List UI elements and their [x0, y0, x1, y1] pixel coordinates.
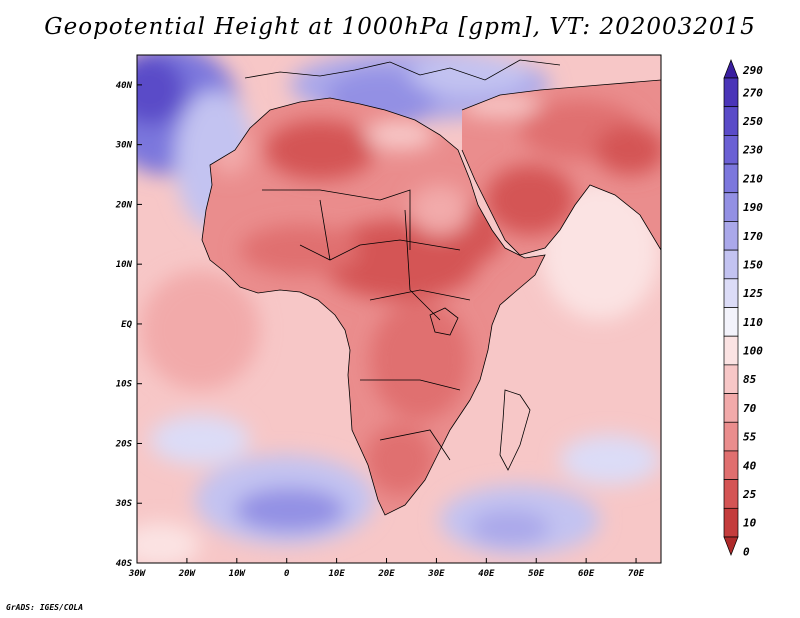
- colorbar-swatch: [723, 249, 739, 280]
- colorbar-swatch: [723, 221, 739, 251]
- colorbar-swatch: [723, 393, 739, 423]
- colorbar-swatch: [723, 335, 739, 366]
- colorbar-swatch: [723, 106, 739, 136]
- colorbar-label: 10: [743, 517, 757, 530]
- lon-tick-label: 30E: [427, 569, 445, 579]
- lon-tick-label: 60E: [578, 569, 595, 579]
- colorbar-label: 250: [742, 115, 763, 128]
- lon-tick-label: 30W: [128, 569, 147, 579]
- colorbar-label: 110: [743, 316, 763, 329]
- longitude-axis: 30W 20W 10W 0 10E 20E 30E 40E 50E 60E 70E: [128, 558, 645, 579]
- colorbar-label: 125: [743, 287, 763, 300]
- colorbar-swatch: [723, 421, 739, 452]
- lon-tick-label: 10E: [328, 569, 345, 579]
- colorbar-swatch: [723, 450, 739, 480]
- lat-tick-label: 20S: [115, 439, 133, 449]
- colorbar-swatch: [723, 77, 739, 108]
- latitude-axis: 40N 30N 20N 10N EQ 10S 20S 30S 40S: [115, 81, 142, 569]
- lon-tick-label: 0: [284, 569, 290, 579]
- colorbar-swatch: [723, 135, 739, 165]
- colorbar-swatch: [723, 192, 739, 222]
- colorbar-swatch: [723, 507, 739, 538]
- colorbar-label: 290: [742, 64, 763, 77]
- lon-tick-label: 70E: [628, 569, 645, 579]
- lat-tick-label: 30S: [115, 499, 133, 509]
- colorbar-swatch: [723, 278, 739, 308]
- colorbar-label: 150: [743, 258, 763, 271]
- colorbar: 2902702502302101901701501251101008570554…: [723, 59, 763, 558]
- lat-tick-label: 20N: [115, 200, 133, 210]
- colorbar-label: 70: [743, 402, 757, 415]
- colorbar-label: 230: [742, 144, 763, 157]
- colorbar-bottom-arrow: [723, 536, 739, 556]
- colorbar-label: 190: [743, 201, 763, 214]
- lat-tick-label: 40S: [116, 559, 133, 569]
- lon-tick-label: 10W: [229, 569, 247, 579]
- lon-tick-label: 20W: [178, 569, 197, 579]
- credit-text: GrADS: IGES/COLA: [6, 603, 84, 612]
- colorbar-top-arrow: [723, 59, 739, 79]
- colorbar-label: 25: [742, 488, 757, 501]
- lat-tick-label: 10S: [116, 380, 133, 390]
- colorbar-label: 170: [743, 230, 763, 243]
- colorbar-label: 0: [743, 545, 750, 558]
- coastlines: [201, 59, 661, 516]
- lon-tick-label: 20E: [377, 569, 395, 579]
- lat-tick-label: EQ: [121, 320, 132, 330]
- lon-tick-label: 40E: [478, 569, 495, 579]
- map-frame: [136, 54, 662, 564]
- colorbar-swatch: [723, 163, 739, 194]
- chart-title: Geopotential Height at 1000hPa [gpm], VT…: [44, 14, 756, 40]
- lon-tick-label: 50E: [528, 569, 545, 579]
- colorbar-label: 85: [743, 373, 757, 386]
- colorbar-label: 40: [743, 459, 757, 472]
- colorbar-label: 100: [743, 345, 763, 358]
- colorbar-label: 270: [742, 86, 763, 99]
- colorbar-swatch: [723, 364, 739, 394]
- lat-tick-label: 40N: [116, 81, 133, 91]
- colorbar-label: 55: [743, 431, 757, 444]
- lat-tick-label: 10N: [116, 260, 133, 270]
- colorbar-swatch: [723, 307, 739, 337]
- colorbar-label: 210: [742, 172, 763, 185]
- lat-tick-label: 30N: [115, 141, 133, 151]
- colorbar-swatch: [723, 479, 739, 509]
